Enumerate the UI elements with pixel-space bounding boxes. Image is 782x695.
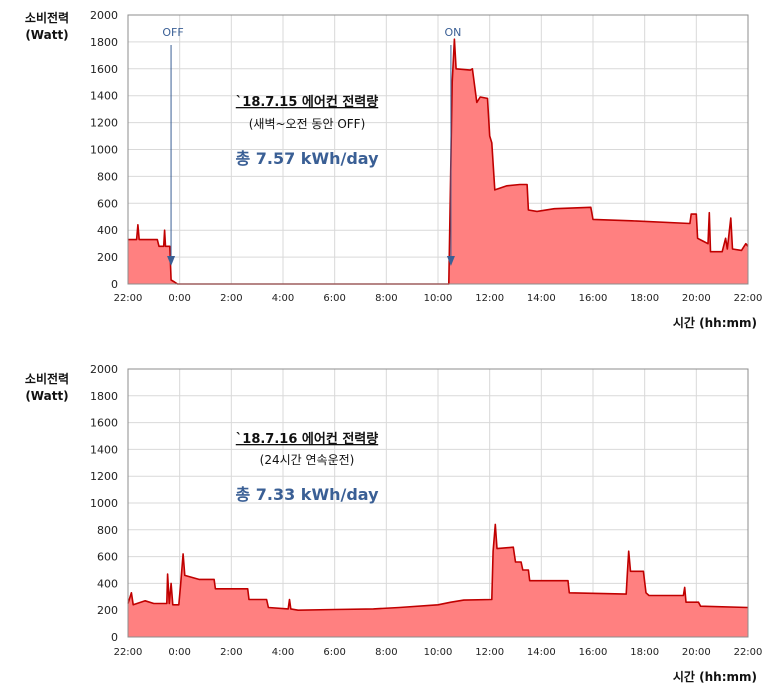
x-tick-label: 22:00 — [114, 293, 143, 304]
y-tick-label: 200 — [97, 251, 118, 264]
y-axis-title: 소비전력 — [25, 10, 69, 25]
y-tick-label: 600 — [97, 551, 118, 564]
series-line — [127, 523, 749, 612]
x-tick-label: 4:00 — [272, 647, 294, 658]
x-tick-label: 16:00 — [579, 293, 608, 304]
marker-label-on: ON — [444, 26, 461, 39]
y-tick-label: 1000 — [90, 144, 118, 157]
chart-1: 0 200 400 600 800 1000 1200 1400 1600 1800 2000 22:… — [25, 9, 763, 330]
y-tick-label: 1800 — [90, 390, 118, 403]
series-line — [128, 38, 749, 285]
x-tick-label: 2:00 — [220, 293, 242, 304]
y-tick-label: 400 — [97, 224, 118, 237]
y-tick-label: 1600 — [90, 63, 118, 76]
y-tick-label: 1600 — [90, 417, 118, 430]
x-tick-label: 12:00 — [475, 647, 504, 658]
x-tick-label: 14:00 — [527, 293, 556, 304]
annotation-total: 총 7.33 kWh/day — [235, 485, 379, 504]
x-tick-label: 6:00 — [323, 647, 345, 658]
y-axis-title: 소비전력 — [25, 371, 69, 386]
y-tick-label: 1400 — [90, 90, 118, 103]
y-tick-label: 1200 — [90, 117, 118, 130]
x-tick-label: 0:00 — [168, 293, 190, 304]
x-tick-label: 6:00 — [323, 293, 345, 304]
x-tick-label: 2:00 — [220, 647, 242, 658]
marker-label-off: OFF — [162, 26, 183, 39]
y-axis-unit: (Watt) — [25, 28, 68, 42]
x-tick-label: 8:00 — [375, 293, 397, 304]
y-axis-unit: (Watt) — [25, 389, 68, 403]
annotation-subtitle: (24시간 연속운전) — [260, 453, 355, 467]
y-tick-label: 800 — [97, 524, 118, 537]
y-tick-label: 200 — [97, 604, 118, 617]
y-tick-label: 2000 — [90, 9, 118, 22]
x-tick-label: 22:00 — [734, 647, 763, 658]
y-tick-label: 400 — [97, 577, 118, 590]
x-axis-title: 시간 (hh:mm) — [673, 669, 757, 684]
y-tick-label: 1200 — [90, 470, 118, 483]
y-tick-label: 1800 — [90, 36, 118, 49]
annotation-title: `18.7.15 에어컨 전력량 — [236, 94, 378, 110]
y-tick-label: 600 — [97, 197, 118, 210]
y-tick-label: 2000 — [90, 363, 118, 376]
chart-2: 0 200 400 600 800 1000 1200 1400 1600 1800 2000 22:… — [25, 363, 763, 684]
annotation-total: 총 7.57 kWh/day — [235, 149, 379, 168]
x-tick-label: 16:00 — [579, 647, 608, 658]
x-tick-label: 10:00 — [424, 293, 453, 304]
x-tick-label: 20:00 — [682, 647, 711, 658]
x-tick-label: 22:00 — [734, 293, 763, 304]
x-tick-label: 14:00 — [527, 647, 556, 658]
y-tick-label: 1400 — [90, 443, 118, 456]
x-tick-label: 8:00 — [375, 647, 397, 658]
annotation-title: `18.7.16 에어컨 전력량 — [236, 431, 378, 447]
series-area — [128, 39, 748, 285]
x-axis-title: 시간 (hh:mm) — [673, 315, 757, 330]
y-tick-label: 1000 — [90, 497, 118, 510]
x-tick-label: 22:00 — [114, 647, 143, 658]
y-tick-label: 0 — [111, 278, 118, 291]
plot-frame — [127, 14, 749, 285]
y-tick-label: 0 — [111, 631, 118, 644]
x-tick-label: 18:00 — [630, 647, 659, 658]
x-tick-label: 20:00 — [682, 293, 711, 304]
x-tick-label: 4:00 — [272, 293, 294, 304]
y-tick-label: 800 — [97, 170, 118, 183]
x-tick-label: 18:00 — [630, 293, 659, 304]
annotation-subtitle: (새벽~오전 동안 OFF) — [249, 117, 366, 131]
x-tick-label: 0:00 — [168, 647, 190, 658]
arrow-down-icon — [167, 256, 176, 266]
x-tick-label: 12:00 — [475, 293, 504, 304]
plot-frame — [127, 368, 749, 638]
x-tick-label: 10:00 — [424, 647, 453, 658]
arrow-down-icon — [446, 256, 455, 266]
